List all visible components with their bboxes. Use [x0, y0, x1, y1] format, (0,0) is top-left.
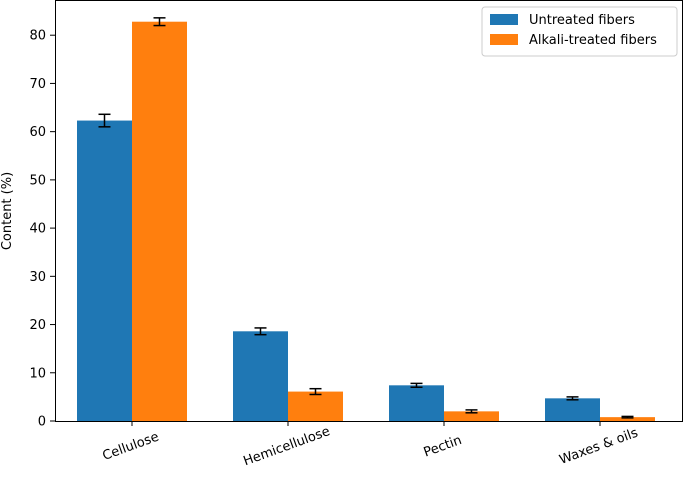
y-tick-label-50: 50 [29, 173, 46, 188]
y-tick-label-80: 80 [29, 29, 46, 44]
bar-alkali-2 [444, 411, 499, 421]
bars-layer [77, 21, 655, 422]
bar-untreated-1 [233, 331, 288, 421]
x-tick-label-0: Cellulose [101, 430, 161, 464]
y-tick-label-70: 70 [29, 77, 46, 92]
y-tick-label-10: 10 [29, 366, 46, 381]
y-tick-label-60: 60 [29, 125, 46, 140]
bar-alkali-1 [288, 391, 343, 421]
y-tick-label-40: 40 [29, 222, 46, 237]
error-bars-layer [98, 17, 634, 419]
legend-swatch-0 [490, 14, 518, 25]
bar-alkali-0 [132, 21, 187, 422]
bar-untreated-3 [545, 398, 600, 421]
y-tick-label-0: 0 [38, 415, 46, 430]
y-axis-label: Content (%) [0, 172, 15, 250]
bar-untreated-0 [77, 120, 132, 421]
x-tick-label-2: Pectin [422, 433, 464, 461]
legend-box [481, 6, 678, 57]
legend-label-1: Alkali-treated fibers [529, 33, 657, 48]
y-tick-label-20: 20 [29, 318, 46, 333]
x-tick-label-3: Waxes & oils [558, 425, 641, 467]
legend-label-0: Untreated fibers [529, 13, 635, 28]
bar-untreated-2 [389, 385, 444, 421]
x-tick-label-1: Hemicellulose [241, 424, 332, 469]
plot-frame [55, 0, 683, 422]
y-tick-label-30: 30 [29, 270, 46, 285]
x-axis: Cellulose Hemicellulose Pectin Waxes & oils [101, 421, 641, 469]
y-axis: 0 10 20 30 40 50 60 70 80 [29, 29, 55, 430]
legend-swatch-1 [490, 34, 518, 45]
bar-alkali-3 [600, 417, 655, 421]
legend: Untreated fibers Alkali-treated fibers [481, 6, 678, 57]
